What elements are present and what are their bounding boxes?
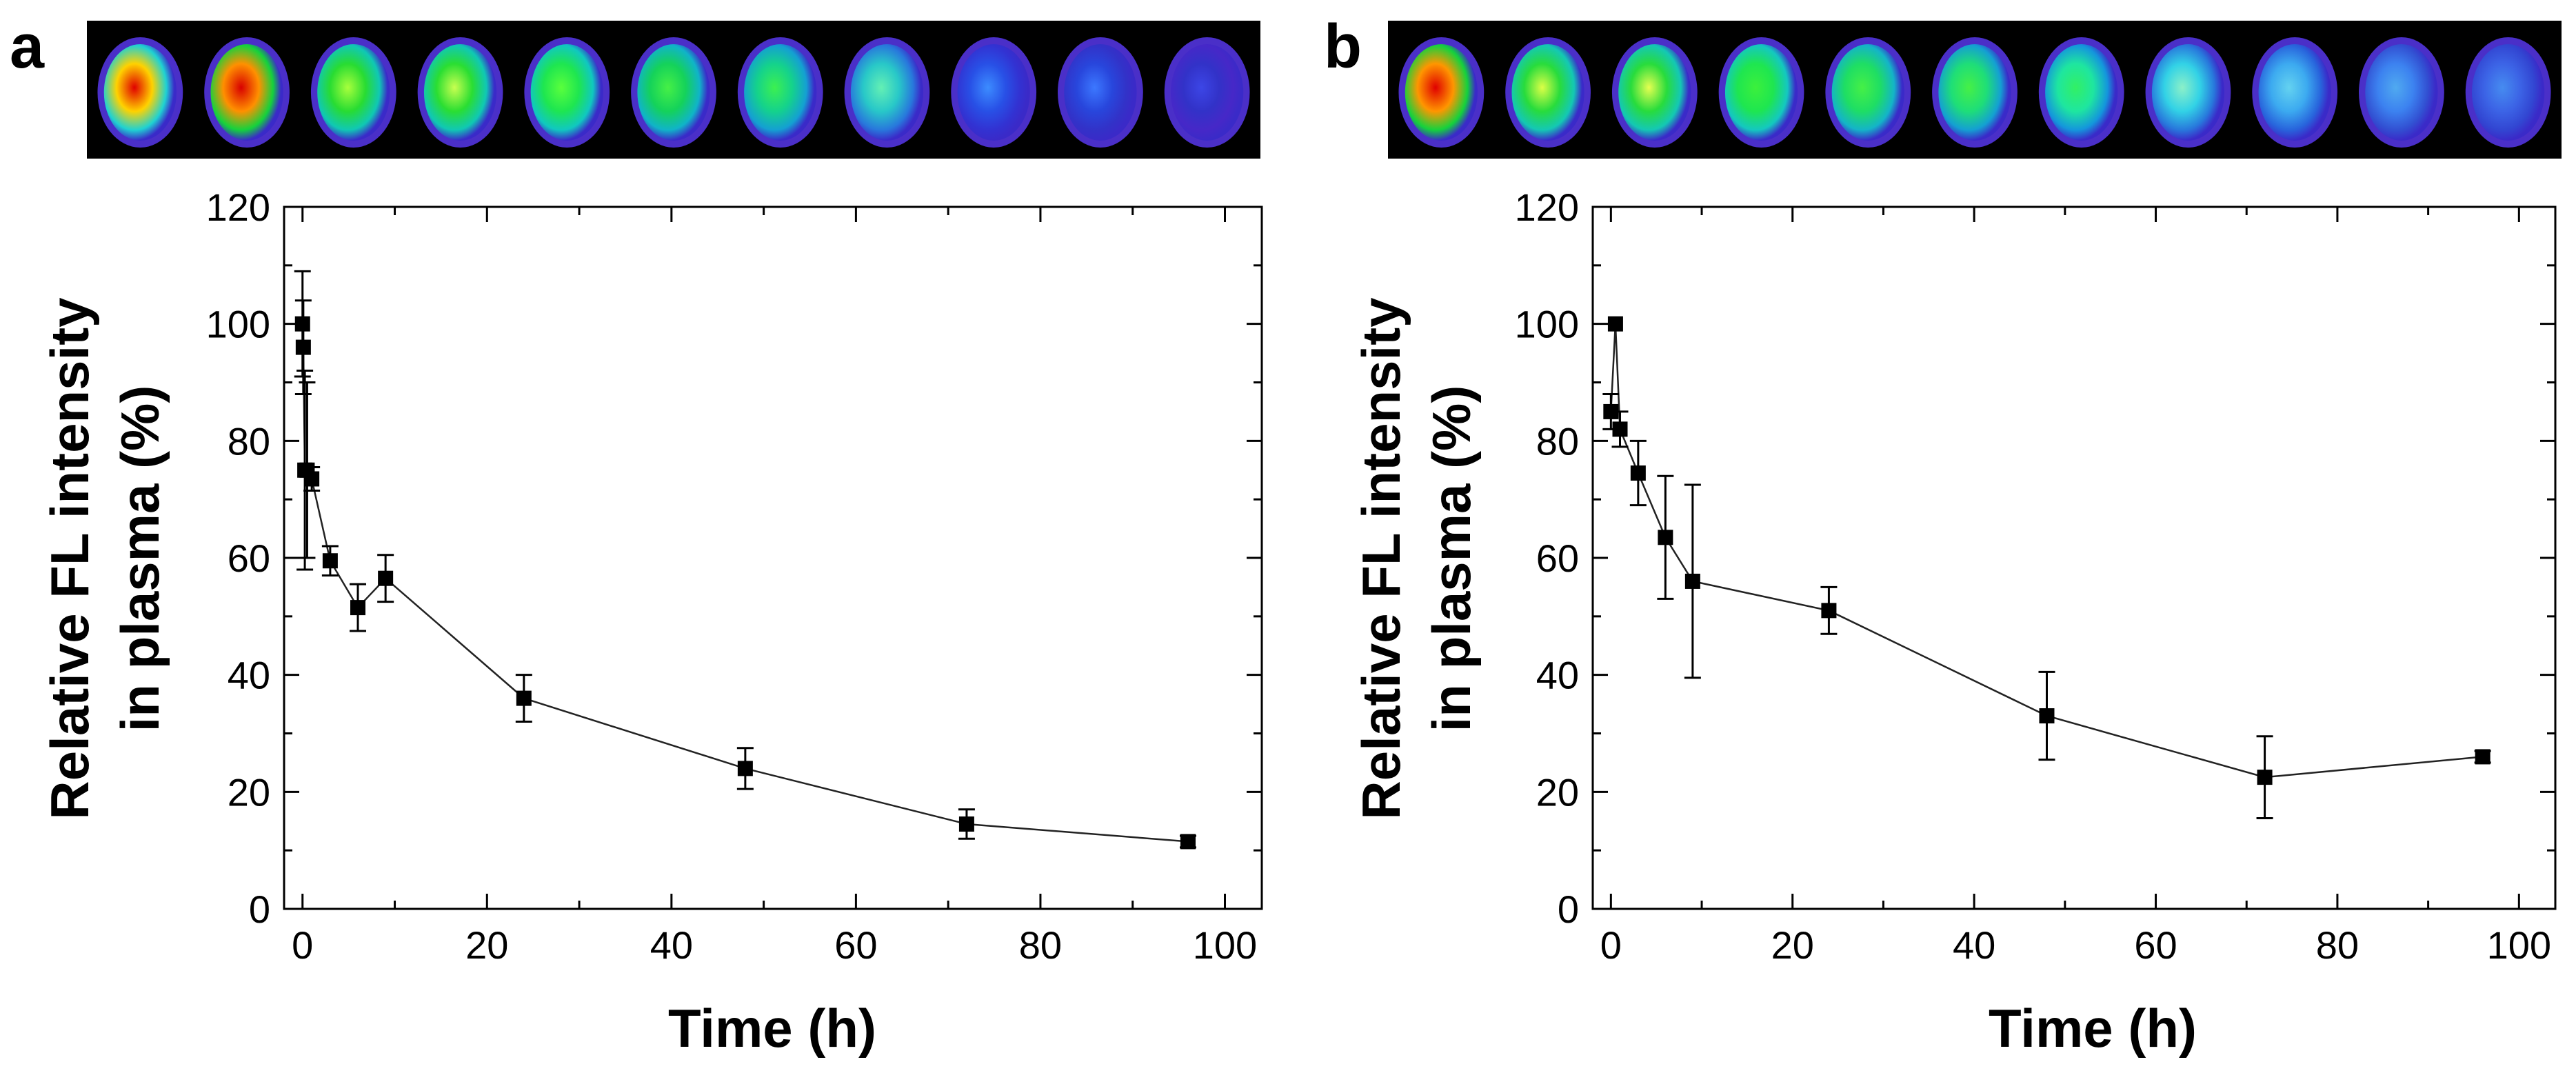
data-point [322, 553, 338, 569]
x-tick-label: 0 [292, 923, 313, 967]
y-tick-label: 0 [249, 888, 270, 931]
well-image [1724, 44, 1798, 141]
data-point [304, 471, 320, 487]
x-tick-label: 0 [1600, 923, 1622, 967]
data-point [2039, 708, 2055, 724]
fluorescence-strip-b [1388, 21, 2562, 159]
data-point [295, 339, 311, 355]
y-tick-label: 120 [206, 185, 270, 229]
x-tick-label: 60 [2134, 923, 2177, 967]
y-tick-label: 40 [1536, 654, 1579, 697]
x-tick-label: 40 [650, 923, 693, 967]
plot-frame [1591, 205, 2557, 910]
x-tick-label: 20 [465, 923, 508, 967]
y-tick-label: 120 [1515, 185, 1579, 229]
data-point [1630, 465, 1646, 481]
well-image [2151, 44, 2225, 141]
well-image [2045, 44, 2118, 141]
well-image [317, 44, 390, 141]
ylabel-b-line2: in plasma (%) [1421, 385, 1482, 732]
y-tick-label: 60 [1536, 536, 1579, 580]
data-point [2257, 770, 2273, 785]
well-image [1405, 44, 1478, 141]
x-tick-label: 60 [834, 923, 877, 967]
well-image [637, 44, 710, 141]
y-tick-label: 0 [1558, 888, 1579, 931]
well-image [744, 44, 817, 141]
data-point [294, 316, 310, 332]
x-tick-label: 100 [1193, 923, 1257, 967]
y-tick-label: 80 [1536, 419, 1579, 463]
well-image [957, 44, 1030, 141]
y-tick-label: 20 [228, 770, 270, 814]
data-point [378, 570, 394, 586]
data-point [1821, 603, 1837, 619]
well-image [1064, 44, 1137, 141]
y-tick-label: 80 [228, 419, 270, 463]
well-image [1171, 44, 1244, 141]
well-image [423, 44, 497, 141]
plot-area-b: 0 20 40 60 80 100 120 0 20 40 60 80 100 [1515, 185, 2557, 967]
data-point [958, 816, 974, 832]
plot-area-a: 0 20 40 60 80 100 120 0 20 40 60 80 100 [206, 185, 1263, 967]
xlabel-b: Time (h) [1989, 998, 2197, 1059]
plot-frame [283, 205, 1263, 910]
data-point [1603, 403, 1619, 419]
well-image [850, 44, 924, 141]
ylabel-a-line1: Relative FL intensity [39, 297, 100, 819]
data-point [737, 761, 753, 776]
well-image [530, 44, 603, 141]
x-tick-label: 100 [2487, 923, 2551, 967]
data-point [350, 600, 366, 616]
series-line [1610, 323, 2483, 779]
well-image [1618, 44, 1691, 141]
x-tick-label: 80 [2316, 923, 2359, 967]
x-tick-label: 80 [1019, 923, 1062, 967]
well-image [1831, 44, 1904, 141]
y-tick-label: 40 [228, 654, 270, 697]
x-tick-label: 40 [1953, 923, 1995, 967]
well-image [2472, 44, 2545, 141]
panel-b-label: b [1324, 12, 1362, 81]
well-image [2365, 44, 2438, 141]
well-image [1511, 44, 1584, 141]
well-image [210, 44, 283, 141]
y-tick-label: 100 [1515, 303, 1579, 346]
panel-a-label: a [10, 12, 45, 81]
data-point [516, 690, 532, 706]
y-tick-label: 20 [1536, 770, 1579, 814]
well-image [1938, 44, 2011, 141]
well-image [103, 44, 177, 141]
data-point [1180, 834, 1196, 850]
fluorescence-strip-a [87, 21, 1260, 159]
data-point [1658, 530, 1673, 545]
y-tick-label: 100 [206, 303, 270, 346]
data-point [1607, 316, 1623, 332]
ylabel-b-line1: Relative FL intensity [1351, 297, 1411, 819]
panel-a: a Relative FL intensity in plasma (%) 0 2… [10, 12, 1263, 1059]
well-image [2258, 44, 2331, 141]
xlabel-a: Time (h) [668, 998, 876, 1059]
y-tick-label: 60 [228, 536, 270, 580]
ylabel-a-line2: in plasma (%) [110, 385, 170, 732]
data-point [2475, 749, 2491, 765]
data-point [1684, 573, 1700, 589]
panel-b: b Relative FL intensity in plasma (%) 0 2… [1324, 12, 2562, 1059]
data-point [1612, 421, 1628, 437]
x-tick-label: 20 [1771, 923, 1814, 967]
